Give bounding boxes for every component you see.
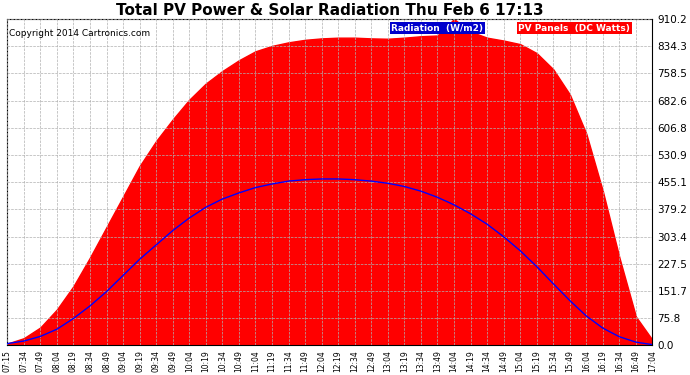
- Text: Copyright 2014 Cartronics.com: Copyright 2014 Cartronics.com: [8, 29, 150, 38]
- Text: Radiation  (W/m2): Radiation (W/m2): [391, 24, 483, 33]
- Title: Total PV Power & Solar Radiation Thu Feb 6 17:13: Total PV Power & Solar Radiation Thu Feb…: [116, 3, 544, 18]
- Text: PV Panels  (DC Watts): PV Panels (DC Watts): [518, 24, 630, 33]
